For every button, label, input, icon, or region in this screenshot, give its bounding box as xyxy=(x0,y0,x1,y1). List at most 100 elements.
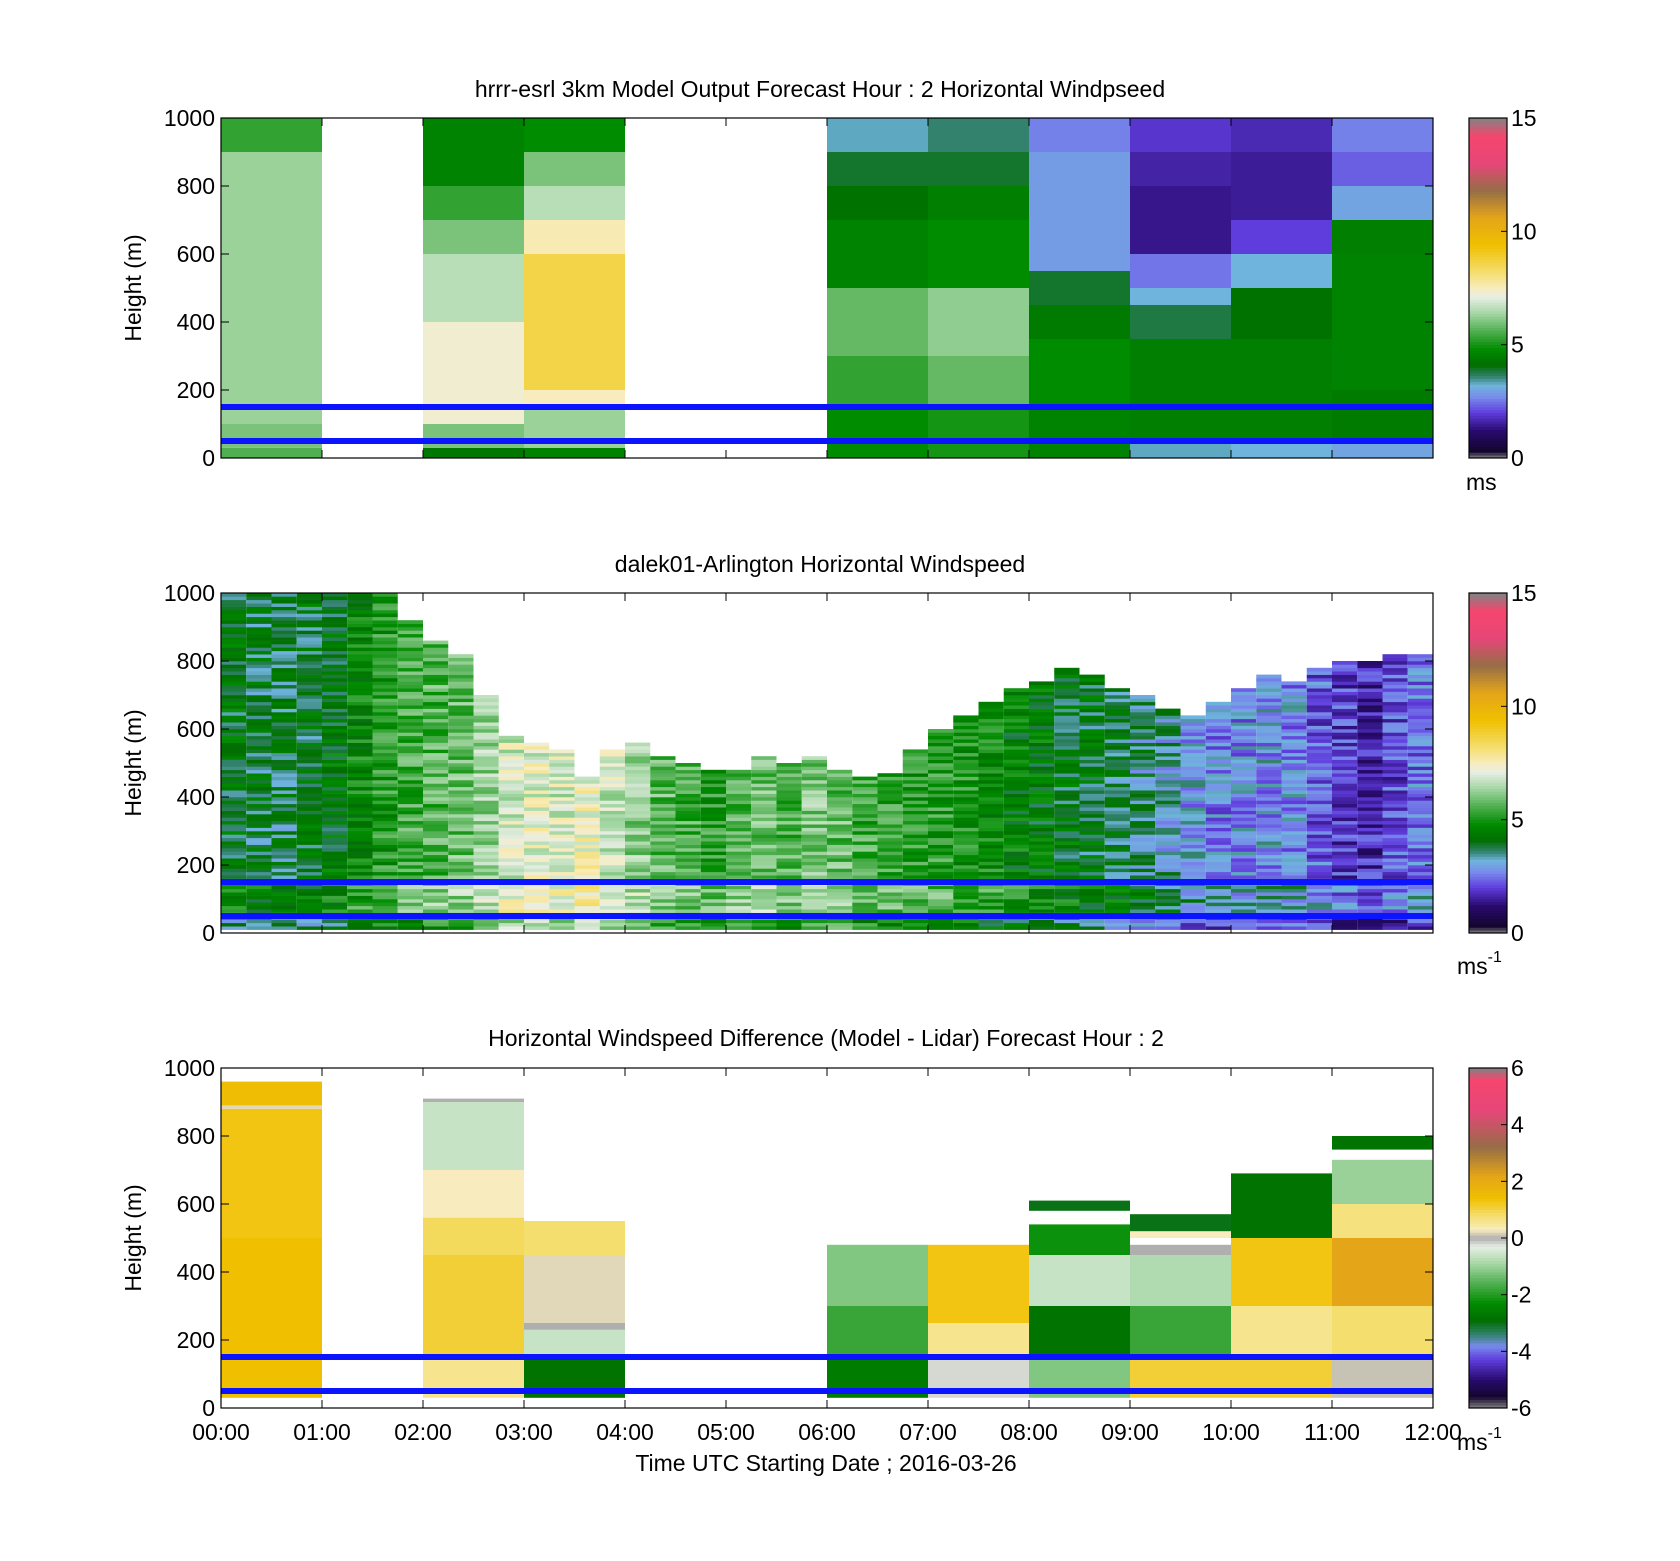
colorbar-swatch xyxy=(1469,200,1507,204)
heatmap-cell xyxy=(978,905,1004,910)
colorbar-swatch xyxy=(1469,768,1507,772)
heatmap-cell xyxy=(1357,776,1383,781)
heatmap-cell xyxy=(625,902,651,907)
heatmap-cell xyxy=(801,851,827,856)
heatmap-cell xyxy=(246,902,272,907)
heatmap-cell xyxy=(599,875,625,879)
heatmap-cell xyxy=(372,722,398,726)
heatmap-cell xyxy=(1205,817,1231,822)
heatmap-cell xyxy=(700,848,726,852)
heatmap-cell xyxy=(1332,892,1358,896)
heatmap-cell xyxy=(423,769,449,774)
heatmap-cell xyxy=(1054,865,1080,869)
heatmap-cell xyxy=(271,909,297,913)
heatmap-cell xyxy=(473,892,499,896)
heatmap-cell xyxy=(1382,851,1408,856)
heatmap-cell xyxy=(1231,695,1257,699)
heatmap-cell xyxy=(271,640,297,645)
heatmap-cell xyxy=(1407,790,1433,794)
heatmap-cell xyxy=(1029,871,1055,876)
heatmap-cell xyxy=(372,718,398,723)
heatmap-cell xyxy=(524,899,550,903)
heatmap-cell xyxy=(347,698,373,703)
heatmap-cell xyxy=(902,783,928,788)
colorbar-swatch xyxy=(1469,1351,1507,1355)
heatmap-cell xyxy=(1079,684,1105,689)
heatmap-cell xyxy=(246,650,272,655)
heatmap-cell xyxy=(1281,729,1307,733)
heatmap-cell xyxy=(650,766,676,771)
heatmap-cell xyxy=(347,868,373,873)
heatmap-cell xyxy=(776,763,802,767)
colorbar-swatch xyxy=(1469,248,1507,252)
heatmap-cell xyxy=(1357,773,1383,777)
heatmap-cell xyxy=(801,841,827,845)
heatmap-cell xyxy=(877,892,903,896)
heatmap-cell xyxy=(524,885,550,890)
heatmap-cell xyxy=(1306,926,1332,930)
heatmap-cell xyxy=(1281,865,1307,869)
heatmap-cell xyxy=(271,759,297,764)
heatmap-cell xyxy=(776,776,802,781)
heatmap-cell xyxy=(1079,834,1105,839)
heatmap-cell xyxy=(928,851,954,856)
heatmap-cell xyxy=(397,644,423,648)
heatmap-cell xyxy=(221,834,247,839)
heatmap-cell xyxy=(271,773,297,777)
colorbar-swatch xyxy=(1469,638,1507,642)
heatmap-cell xyxy=(372,661,398,665)
heatmap-cell xyxy=(574,800,600,805)
colorbar-swatch xyxy=(1469,765,1507,770)
x-tick-label: 05:00 xyxy=(697,1419,755,1445)
heatmap-cell xyxy=(221,627,247,631)
heatmap-cell xyxy=(372,909,398,913)
colorbar-swatch xyxy=(1469,904,1507,908)
heatmap-cell xyxy=(574,780,600,784)
heatmap-cell xyxy=(246,593,272,597)
heatmap-cell xyxy=(498,834,524,839)
heatmap-cell xyxy=(1231,780,1257,784)
heatmap-cell xyxy=(221,729,247,733)
heatmap-cell xyxy=(498,892,524,896)
heatmap-cell xyxy=(1332,905,1358,910)
heatmap-cell xyxy=(801,793,827,798)
heatmap-cell xyxy=(1130,1255,1231,1306)
heatmap-cell xyxy=(978,888,1004,893)
heatmap-cell xyxy=(221,650,247,655)
heatmap-cell xyxy=(524,875,550,879)
heatmap-cell xyxy=(1104,831,1130,835)
heatmap-cell xyxy=(827,868,853,873)
colorbar-label: ms xyxy=(1466,469,1497,495)
heatmap-cell xyxy=(372,681,398,686)
heatmap-cell xyxy=(1281,749,1307,754)
heatmap-cell xyxy=(1382,732,1408,737)
heatmap-cell xyxy=(271,786,297,791)
heatmap-cell xyxy=(372,871,398,876)
heatmap-cell xyxy=(700,922,726,927)
heatmap-cell xyxy=(1281,919,1307,924)
heatmap-cell xyxy=(1054,892,1080,896)
heatmap-cell xyxy=(1180,871,1206,876)
heatmap-cell xyxy=(1029,759,1055,764)
heatmap-cell xyxy=(296,834,322,839)
heatmap-cell xyxy=(1407,661,1433,665)
heatmap-cell xyxy=(1130,254,1231,288)
heatmap-cell xyxy=(296,593,322,597)
y-tick-label: 1000 xyxy=(164,580,215,606)
colorbar-tick-label: 6 xyxy=(1511,1055,1524,1081)
heatmap-cell xyxy=(877,919,903,924)
heatmap-cell xyxy=(1180,817,1206,822)
heatmap-cell xyxy=(1306,773,1332,777)
heatmap-cell xyxy=(322,919,348,924)
heatmap-cell xyxy=(372,888,398,893)
heatmap-cell xyxy=(1104,746,1130,750)
heatmap-cell xyxy=(852,895,878,900)
heatmap-cell xyxy=(1332,701,1358,706)
heatmap-cell xyxy=(801,922,827,927)
heatmap-cell xyxy=(625,780,651,784)
heatmap-cell xyxy=(1054,742,1080,747)
heatmap-cell xyxy=(1029,407,1130,458)
heatmap-cell xyxy=(473,739,499,743)
heatmap-cell xyxy=(498,875,524,879)
colorbar-swatch xyxy=(1469,344,1507,348)
